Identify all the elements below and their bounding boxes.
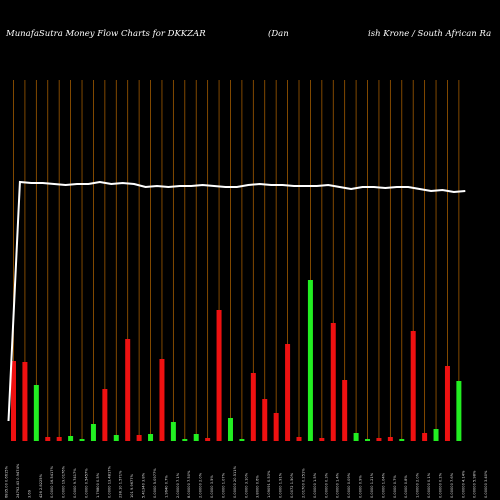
money-flow-bar bbox=[170, 422, 176, 441]
x-tick-label: 101 9.9677% bbox=[130, 473, 134, 498]
x-tick-label: 1.79800 0.5% bbox=[96, 472, 100, 498]
x-tick-label: 0.0000 0.09% bbox=[347, 472, 351, 498]
money-flow-bar bbox=[319, 438, 325, 441]
money-flow-bar bbox=[410, 331, 416, 441]
x-tick-label: 0.0000 1.91% bbox=[279, 472, 283, 498]
money-flow-bar bbox=[193, 434, 199, 441]
money-flow-bar bbox=[456, 381, 462, 441]
money-flow-bar bbox=[296, 437, 302, 441]
money-flow-bar bbox=[102, 389, 108, 441]
x-tick-label: 3.69 bbox=[27, 489, 31, 498]
x-axis-tick-labels: 6835.00 0.6615% 24792.43 0.9474% 3.69 426 2… bbox=[5, 463, 489, 498]
money-flow-bar bbox=[399, 439, 405, 441]
money-flow-bar bbox=[33, 385, 39, 441]
chart-title-left: MunafaSutra Money Flow Charts for DKKZAR bbox=[5, 29, 206, 39]
money-flow-bar bbox=[422, 433, 428, 441]
money-flow-bar bbox=[79, 439, 85, 441]
x-tick-label: 0.0000 16.5417% bbox=[50, 465, 54, 498]
x-tick-label: 8.00000 7.50% bbox=[187, 470, 191, 498]
money-flow-bar bbox=[262, 399, 268, 441]
x-tick-label: 5.41340 3.8% bbox=[142, 472, 146, 498]
money-flow-bar bbox=[353, 433, 359, 441]
x-tick-label: 0.00000 0.3% bbox=[324, 472, 328, 498]
x-tick-label: 0.0000 19.0176% bbox=[62, 465, 66, 498]
money-flow-bar bbox=[239, 439, 245, 441]
x-tick-label: 0.0000 1.21% bbox=[370, 472, 374, 498]
x-tick-label: 0.00000 0.2% bbox=[438, 472, 442, 498]
price-line-layer bbox=[7, 180, 466, 422]
money-flow-bar bbox=[444, 366, 450, 441]
money-flow-bar bbox=[216, 310, 222, 441]
x-tick-label: 2.00000 2.0% bbox=[199, 472, 203, 498]
money-flow-bar bbox=[365, 439, 371, 441]
x-tick-label: 6835.00 0.6615% bbox=[5, 465, 9, 498]
x-tick-label: 0.00000 7.6% bbox=[450, 472, 454, 498]
x-tick-label: 0.00000 3.40% bbox=[484, 470, 488, 498]
chart-title-mid: (Dan bbox=[268, 28, 289, 39]
money-flow-bar bbox=[273, 413, 279, 441]
x-tick-label: 0.0000 9.7417% bbox=[73, 468, 77, 498]
x-tick-label: 0.00000 20.511% bbox=[233, 465, 237, 498]
x-tick-label: 2.01700 0.251% bbox=[301, 468, 305, 498]
x-tick-label: 426 2.8225% bbox=[39, 473, 43, 498]
money-flow-bar bbox=[56, 437, 62, 441]
x-tick-label: 0.00000 0.1% bbox=[427, 472, 431, 498]
x-tick-label: 0.00000 1.5% bbox=[313, 472, 317, 498]
money-flow-bar bbox=[113, 435, 119, 441]
money-flow-bar bbox=[125, 339, 131, 441]
x-tick-label: 0.0000 0.9% bbox=[359, 475, 363, 498]
x-tick-label: 0.0000 13.4817% bbox=[107, 465, 111, 498]
x-tick-label: 2.00000 7.1% bbox=[176, 472, 180, 498]
money-flow-bar bbox=[11, 361, 16, 441]
money-flow-bar bbox=[68, 436, 74, 441]
x-tick-label: 24792.43 0.9474% bbox=[16, 463, 20, 498]
money-flow-bar bbox=[285, 344, 291, 441]
x-tick-label: 1.9640 0.7% bbox=[164, 475, 168, 498]
x-tick-label: 238.10 1.571% bbox=[119, 470, 123, 498]
x-tick-label: 0.00000 5.98% bbox=[473, 470, 477, 498]
money-flow-bar bbox=[387, 437, 393, 441]
x-tick-label: 0.0000 3.5% bbox=[210, 475, 214, 498]
money-flow-bar bbox=[22, 362, 28, 441]
money-flow-bar bbox=[433, 429, 439, 441]
x-tick-label: 0.0000 3.10% bbox=[244, 472, 248, 498]
money-flow-bar bbox=[376, 438, 382, 441]
x-tick-label: 0.0000 0.8% bbox=[404, 475, 408, 498]
x-tick-label: 0.0000 0.7% bbox=[393, 475, 397, 498]
money-flow-bar bbox=[250, 373, 256, 441]
x-tick-label: 0.0000 0.5457% bbox=[84, 468, 88, 498]
money-flow-bar bbox=[136, 435, 142, 441]
money-flow-bar bbox=[90, 424, 96, 441]
money-flow-bar bbox=[342, 380, 348, 441]
x-tick-label: 0.00000 1.4% bbox=[336, 472, 340, 498]
money-flow-bar bbox=[45, 437, 51, 441]
money-flow-bar bbox=[330, 323, 336, 441]
money-flow-bar bbox=[159, 359, 165, 441]
money-flow-bar bbox=[205, 438, 211, 441]
x-tick-label: 0.00000 4.14% bbox=[461, 470, 465, 498]
x-tick-label: 0.0000 1.07% bbox=[221, 472, 225, 498]
price-line bbox=[7, 180, 466, 422]
money-flow-bar bbox=[148, 434, 154, 441]
money-flow-bar bbox=[182, 439, 188, 441]
x-tick-label: 0.0072 1.50% bbox=[290, 472, 294, 498]
money-flow-bar bbox=[227, 418, 233, 441]
x-tick-label: 1.09091 0.53% bbox=[267, 470, 271, 498]
money-flow-bars bbox=[11, 280, 462, 441]
chart-title-right: ish Krone / South African Ra bbox=[368, 29, 491, 39]
x-tick-label: 1.00000 2.0% bbox=[416, 472, 420, 498]
x-tick-label: 3.8000 0.6% bbox=[256, 475, 260, 498]
x-tick-label: 0.0000 1.04% bbox=[381, 472, 385, 498]
x-tick-label: 0.0000 5.0977% bbox=[153, 468, 157, 498]
money-flow-bar bbox=[307, 280, 313, 441]
